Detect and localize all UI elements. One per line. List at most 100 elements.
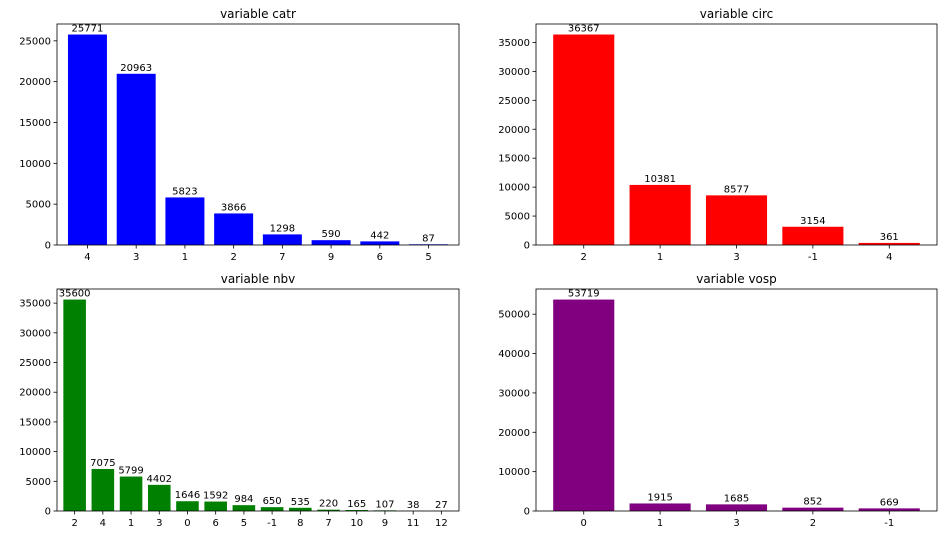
data-label: 5823 xyxy=(172,186,197,197)
data-label: 3866 xyxy=(221,202,246,213)
x-tick-label: 7 xyxy=(279,252,285,263)
bar xyxy=(782,507,844,511)
bar xyxy=(204,501,227,511)
bar xyxy=(119,476,143,511)
x-tick-label: 3 xyxy=(156,518,162,529)
data-label: 1646 xyxy=(175,490,200,501)
x-tick-label: 6 xyxy=(212,518,218,529)
y-tick-label: 25000 xyxy=(19,36,51,47)
bar xyxy=(782,226,844,245)
y-tick-label: 35000 xyxy=(498,38,530,49)
x-tick-label: 1 xyxy=(182,252,188,263)
x-tick-label: 3 xyxy=(733,252,739,263)
y-tick-label: 15000 xyxy=(19,118,51,129)
x-tick-label: 5 xyxy=(425,252,431,263)
data-label: 107 xyxy=(375,499,394,510)
data-label: 35600 xyxy=(59,289,91,300)
chart-title: variable catr xyxy=(220,7,296,21)
x-tick-label: 9 xyxy=(328,252,334,263)
x-tick-label: 0 xyxy=(581,518,587,529)
data-label: 10381 xyxy=(644,174,676,185)
data-label: 4402 xyxy=(147,474,172,485)
x-tick-label: 5 xyxy=(241,518,247,529)
bar xyxy=(232,505,256,511)
data-label: 36367 xyxy=(568,24,600,35)
x-tick-label: 1 xyxy=(128,518,134,529)
y-tick-label: 30000 xyxy=(19,328,51,339)
x-tick-label: 7 xyxy=(325,518,331,529)
y-tick-label: 50000 xyxy=(498,310,530,321)
x-tick-label: 2 xyxy=(71,518,77,529)
x-tick-label: 9 xyxy=(382,518,388,529)
x-tick-label: 3 xyxy=(133,252,139,263)
y-tick-label: 0 xyxy=(524,507,530,518)
y-tick-label: 0 xyxy=(524,241,530,252)
y-tick-label: 25000 xyxy=(19,358,51,369)
bar xyxy=(176,501,199,511)
y-tick-label: 10000 xyxy=(19,159,51,170)
data-label: 25771 xyxy=(72,24,104,35)
data-label: 1915 xyxy=(647,492,672,503)
x-tick-label: 4 xyxy=(100,518,106,529)
bar xyxy=(67,34,107,245)
x-tick-label: 12 xyxy=(435,518,448,529)
x-tick-label: -1 xyxy=(267,518,277,529)
bar xyxy=(345,510,369,511)
bar xyxy=(317,509,340,511)
data-label: 3154 xyxy=(800,216,825,227)
y-tick-label: 20000 xyxy=(498,428,530,439)
bar xyxy=(147,484,171,511)
bar xyxy=(91,468,115,511)
bar xyxy=(858,508,920,511)
bar xyxy=(705,195,768,245)
data-label: 590 xyxy=(322,229,341,240)
y-tick-label: 30000 xyxy=(498,388,530,399)
x-tick-label: 10 xyxy=(350,518,363,529)
x-tick-label: 0 xyxy=(184,518,190,529)
data-label: 442 xyxy=(370,230,389,241)
x-tick-label: 3 xyxy=(733,518,739,529)
bar xyxy=(289,507,312,511)
data-label: 852 xyxy=(803,497,822,508)
data-label: 984 xyxy=(234,494,253,505)
y-tick-label: 5000 xyxy=(26,200,51,211)
x-tick-label: 2 xyxy=(810,518,816,529)
x-tick-label: 2 xyxy=(230,252,236,263)
x-tick-label: -1 xyxy=(884,518,894,529)
data-label: 5799 xyxy=(118,466,143,477)
y-tick-label: 30000 xyxy=(498,67,530,78)
chart-title: variable vosp xyxy=(696,272,777,286)
chart-panel: 36367 10381 8577 3154 361 2 1 3 -1 4 0 5000 10000 150… xyxy=(498,7,938,263)
data-label: 361 xyxy=(880,232,899,243)
axes-frame xyxy=(56,288,460,512)
data-label: 53719 xyxy=(568,289,600,300)
y-tick-label: 40000 xyxy=(498,349,530,360)
y-tick-label: 20000 xyxy=(498,125,530,136)
axes-frame xyxy=(56,23,460,246)
chart-title: variable circ xyxy=(700,7,773,21)
data-label: 535 xyxy=(291,497,310,508)
data-label: 1298 xyxy=(270,223,295,234)
y-tick-label: 5000 xyxy=(26,477,51,488)
y-tick-label: 5000 xyxy=(505,212,530,223)
bar xyxy=(260,507,284,511)
data-label: 38 xyxy=(407,500,420,511)
x-tick-label: 8 xyxy=(297,518,303,529)
x-tick-label: 1 xyxy=(657,252,663,263)
y-tick-label: 35000 xyxy=(19,299,51,310)
data-label: 7075 xyxy=(90,458,115,469)
y-tick-label: 10000 xyxy=(498,183,530,194)
data-label: 669 xyxy=(880,497,899,508)
y-tick-label: 0 xyxy=(45,507,51,518)
chart-title: variable nbv xyxy=(221,272,296,286)
data-label: 1685 xyxy=(724,493,749,504)
y-tick-label: 15000 xyxy=(19,417,51,428)
bar xyxy=(214,213,254,245)
data-label: 87 xyxy=(422,233,435,244)
data-label: 165 xyxy=(347,499,366,510)
x-tick-label: 1 xyxy=(657,518,663,529)
bar xyxy=(629,503,691,511)
y-tick-label: 10000 xyxy=(498,467,530,478)
